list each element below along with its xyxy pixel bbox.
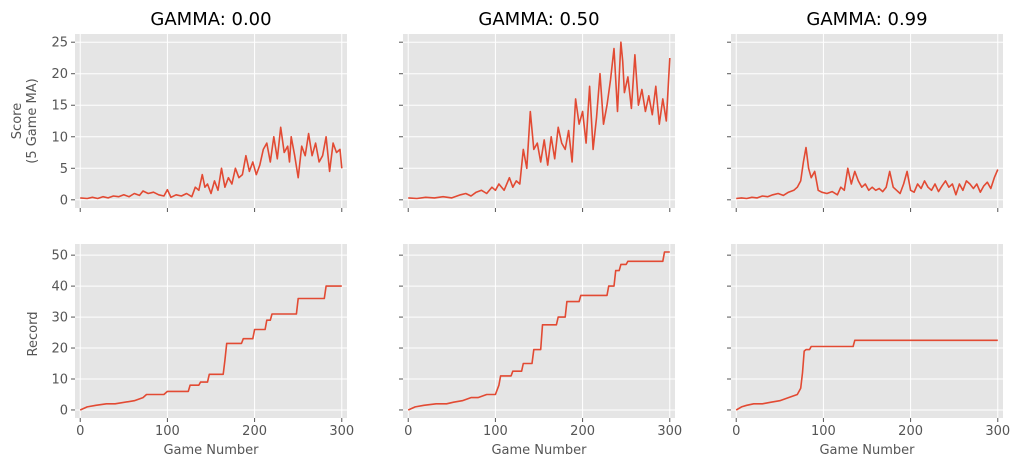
panel-score-g000-title: GAMMA: 0.00 bbox=[150, 9, 271, 30]
panel-record-g000-ytick-label-50: 50 bbox=[51, 249, 68, 264]
panel-score-g099-background bbox=[731, 34, 1003, 208]
panel-record-g099-xlabel: Game Number bbox=[819, 443, 915, 458]
panel-record-g099-xtick-label-200: 200 bbox=[898, 424, 923, 439]
panel-score-g000-ytick-label-15: 15 bbox=[51, 99, 68, 114]
panel-score-g050-background bbox=[403, 34, 675, 208]
panel-record-g050-xtick-label-300: 300 bbox=[657, 424, 682, 439]
panel-score-g050-series-line-0 bbox=[408, 41, 671, 200]
panel-record-g000-ytick-label-30: 30 bbox=[51, 311, 68, 326]
panel-record-g000: 0 100 200 300 0 10 20 30 40 50 Game Number bbox=[51, 244, 354, 458]
panel-record-g050-xtick-label-0: 0 bbox=[404, 424, 412, 439]
panel-score-g000-ytick-label-25: 25 bbox=[51, 36, 68, 51]
panel-score-g000-background bbox=[75, 34, 347, 208]
panel-score-g099-title: GAMMA: 0.99 bbox=[806, 9, 927, 30]
score-ylabel-line-2: (5 Game MA) bbox=[25, 78, 40, 164]
panel-score-g099-series-line-0 bbox=[736, 146, 999, 200]
panel-record-g000-ytick-label-20: 20 bbox=[51, 342, 68, 357]
panel-score-g000-ytick-label-5: 5 bbox=[60, 162, 68, 177]
panel-score-g000-series-line-0 bbox=[80, 126, 343, 200]
panel-record-g000-ytick-label-10: 10 bbox=[51, 372, 68, 387]
panel-record-g000-xtick-label-0: 0 bbox=[76, 424, 84, 439]
panel-record-g050-series-line-0 bbox=[407, 251, 670, 411]
panel-record-g099-background bbox=[731, 244, 1003, 418]
panel-record-g099-xtick-label-300: 300 bbox=[985, 424, 1010, 439]
panel-record-g050-background bbox=[403, 244, 675, 418]
panel-record-g000-xtick-label-300: 300 bbox=[329, 424, 354, 439]
score-ylabel-line-1: Score bbox=[10, 103, 25, 139]
panel-record-g050-xtick-label-200: 200 bbox=[570, 424, 595, 439]
panel-record-g000-ytick-label-0: 0 bbox=[60, 403, 68, 418]
record-ylabel: Record bbox=[26, 312, 41, 357]
panel-score-g050: GAMMA: 0.50 bbox=[399, 9, 675, 212]
panel-record-g050-xtick-label-100: 100 bbox=[483, 424, 508, 439]
panel-record-g000-xtick-label-100: 100 bbox=[155, 424, 180, 439]
panel-score-g000-ytick-label-10: 10 bbox=[51, 130, 68, 145]
panel-record-g050-xlabel: Game Number bbox=[491, 443, 587, 458]
panel-record-g000-xtick-label-200: 200 bbox=[242, 424, 267, 439]
panel-record-g000-xlabel: Game Number bbox=[163, 443, 259, 458]
panel-record-g000-background bbox=[75, 244, 347, 418]
panel-score-g099: GAMMA: 0.99 bbox=[727, 9, 1003, 212]
panel-score-g000: 0 5 10 15 20 25 GAMMA: 0.00 bbox=[51, 9, 347, 212]
panel-score-g000-ytick-label-20: 20 bbox=[51, 67, 68, 82]
panel-record-g099-series-line-0 bbox=[735, 339, 998, 411]
panel-record-g099-xtick-label-100: 100 bbox=[811, 424, 836, 439]
panel-record-g099-xtick-label-0: 0 bbox=[732, 424, 740, 439]
panel-record-g000-series-line-0 bbox=[79, 285, 342, 411]
panel-score-g050-title: GAMMA: 0.50 bbox=[478, 9, 599, 30]
panel-record-g000-ytick-label-40: 40 bbox=[51, 280, 68, 295]
panel-record-g050: 0 100 200 300 Game Number bbox=[399, 244, 682, 458]
panel-score-g000-ytick-label-0: 0 bbox=[60, 193, 68, 208]
panel-record-g099: 0 100 200 300 Game Number bbox=[727, 244, 1010, 458]
